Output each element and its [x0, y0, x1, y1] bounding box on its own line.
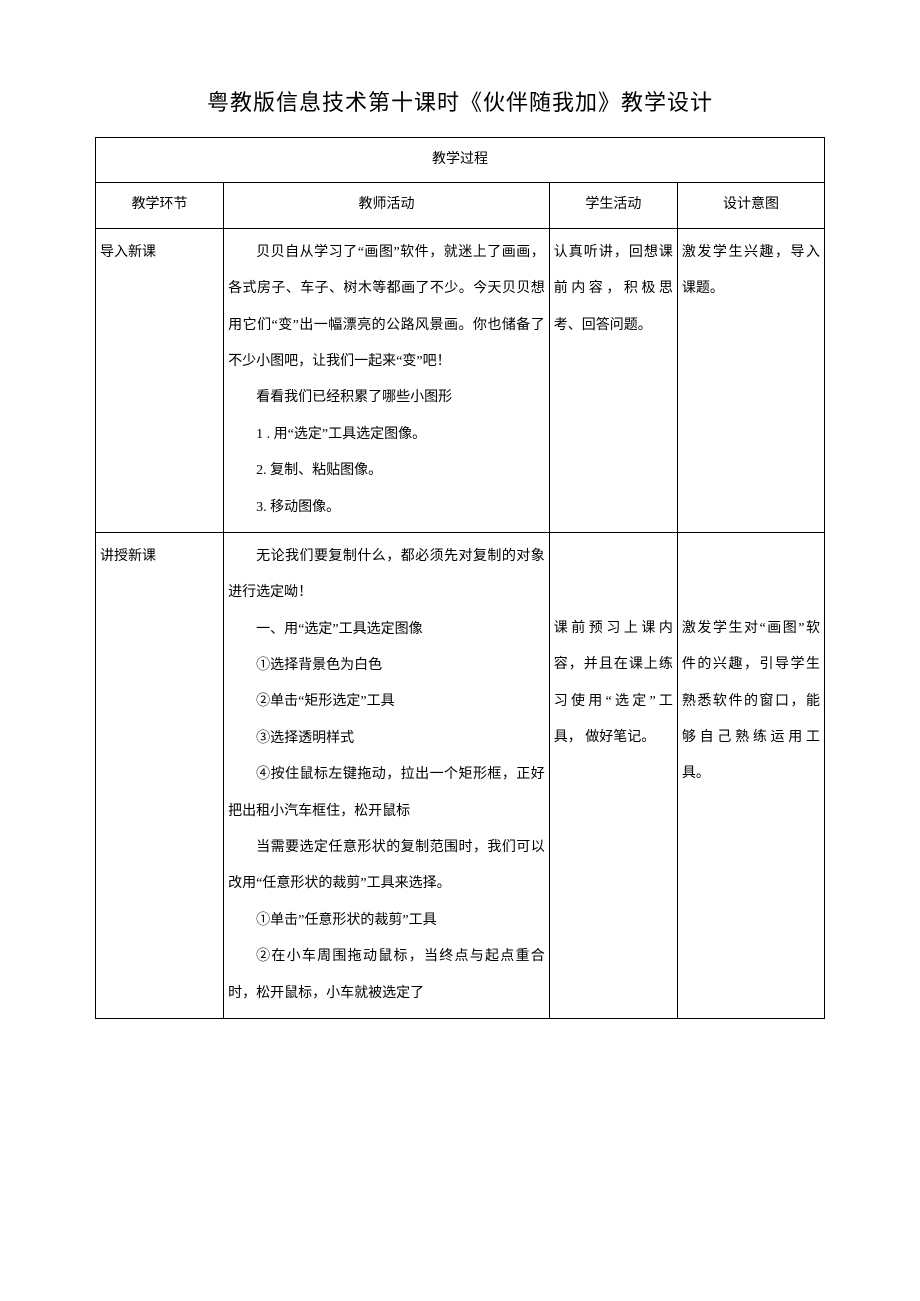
table-header-row: 教学过程 [96, 138, 825, 183]
teacher-paragraph: ①单击”任意形状的裁剪”工具 [228, 903, 545, 939]
table-header-cell: 教学过程 [96, 138, 825, 183]
teacher-paragraph: 贝贝自从学习了“画图”软件，就迷上了画画，各式房子、车子、树木等都画了不少。今天… [228, 235, 545, 381]
col-header-student: 学生活动 [549, 183, 677, 228]
table-row: 导入新课 贝贝自从学习了“画图”软件，就迷上了画画，各式房子、车子、树木等都画了… [96, 228, 825, 532]
design-intent-cell: 激发学生对“画图”软件的兴趣，引导学生熟悉软件的窗口，能够自己熟练运用工具。 [677, 532, 824, 1018]
student-activity-cell: 认真听讲，回想课前内容，积极思考、回答问题。 [549, 228, 677, 532]
teacher-paragraph: 1 . 用“选定”工具选定图像。 [228, 417, 545, 453]
table-column-header-row: 教学环节 教师活动 学生活动 设计意图 [96, 183, 825, 228]
teacher-paragraph: ④按住鼠标左键拖动，拉出一个矩形框，正好把出租小汽车框住，松开鼠标 [228, 757, 545, 830]
teacher-paragraph: 3. 移动图像。 [228, 490, 545, 526]
page-title: 粤教版信息技术第十课时《伙伴随我加》教学设计 [95, 85, 825, 117]
col-header-teacher: 教师活动 [224, 183, 550, 228]
teacher-paragraph: ②在小车周围拖动鼠标，当终点与起点重合时，松开鼠标，小车就被选定了 [228, 939, 545, 1012]
lesson-plan-table: 教学过程 教学环节 教师活动 学生活动 设计意图 导入新课 贝贝自从学习了“画图… [95, 137, 825, 1019]
table-row: 讲授新课 无论我们要复制什么，都必须先对复制的对象进行选定呦！ 一、用“选定”工… [96, 532, 825, 1018]
stage-cell: 讲授新课 [96, 532, 224, 1018]
col-header-intent: 设计意图 [677, 183, 824, 228]
teacher-paragraph: 看看我们已经积累了哪些小图形 [228, 380, 545, 416]
design-intent-text: 激发学生对“画图”软件的兴趣，引导学生熟悉软件的窗口，能够自己熟练运用工具。 [682, 611, 820, 793]
teacher-activity-cell: 无论我们要复制什么，都必须先对复制的对象进行选定呦！ 一、用“选定”工具选定图像… [224, 532, 550, 1018]
teacher-paragraph: 无论我们要复制什么，都必须先对复制的对象进行选定呦！ [228, 539, 545, 612]
teacher-paragraph: ②单击“矩形选定”工具 [228, 684, 545, 720]
teacher-paragraph: ③选择透明样式 [228, 721, 545, 757]
col-header-stage: 教学环节 [96, 183, 224, 228]
stage-cell: 导入新课 [96, 228, 224, 532]
teacher-paragraph: 当需要选定任意形状的复制范围时，我们可以改用“任意形状的裁剪”工具来选择。 [228, 830, 545, 903]
teacher-activity-cell: 贝贝自从学习了“画图”软件，就迷上了画画，各式房子、车子、树木等都画了不少。今天… [224, 228, 550, 532]
teacher-paragraph: ①选择背景色为白色 [228, 648, 545, 684]
design-intent-cell: 激发学生兴趣，导入课题。 [677, 228, 824, 532]
student-activity-text: 课前预习上课内容，并且在课上练习使用“选定”工具， 做好笔记。 [554, 611, 673, 757]
student-activity-cell: 课前预习上课内容，并且在课上练习使用“选定”工具， 做好笔记。 [549, 532, 677, 1018]
teacher-paragraph: 2. 复制、粘贴图像。 [228, 453, 545, 489]
teacher-paragraph: 一、用“选定”工具选定图像 [228, 612, 545, 648]
